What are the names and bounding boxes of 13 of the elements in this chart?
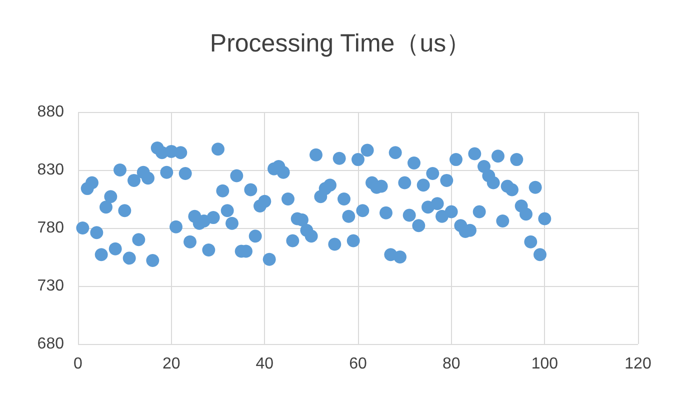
y-tick-label: 680 <box>37 336 64 352</box>
y-tick-label: 830 <box>37 162 64 178</box>
x-tick-label: 80 <box>442 356 460 372</box>
y-tick-label: 780 <box>37 220 64 236</box>
x-tick-label: 60 <box>349 356 367 372</box>
x-tick-label: 120 <box>624 356 652 372</box>
x-tick-label: 40 <box>256 356 274 372</box>
chart-title: Processing Time（us） <box>210 30 472 58</box>
x-tick-label: 100 <box>531 356 558 372</box>
x-tick-label: 20 <box>162 356 180 372</box>
y-tick-label: 880 <box>37 104 64 120</box>
y-tick-label: 730 <box>37 278 64 294</box>
x-tick-label: 0 <box>74 356 83 372</box>
